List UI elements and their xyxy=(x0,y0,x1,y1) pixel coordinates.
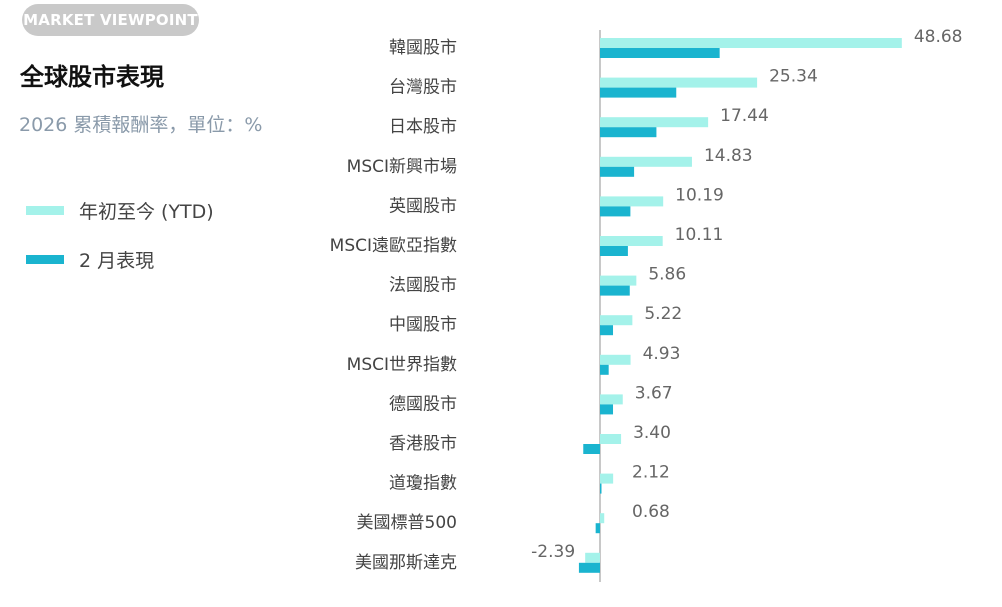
bar-feb xyxy=(600,127,657,138)
value-label: 14.83 xyxy=(704,146,753,166)
bar-ytd xyxy=(600,236,663,246)
category-label: 法國股市 xyxy=(389,276,457,296)
bar-feb xyxy=(595,523,600,534)
bar-ytd xyxy=(600,275,637,286)
bar-feb xyxy=(600,325,614,336)
category-label: 韓國股市 xyxy=(389,38,457,58)
chart-title: 全球股市表現 xyxy=(20,63,164,91)
value-label: 2.12 xyxy=(632,463,670,483)
bar-ytd xyxy=(600,315,633,326)
value-label: 10.11 xyxy=(675,225,724,245)
bar-ytd xyxy=(600,117,709,128)
category-label: MSCI新興市場 xyxy=(347,157,457,177)
legend-label-feb: 2 月表現 xyxy=(79,249,155,272)
category-label: 香港股市 xyxy=(389,434,457,454)
category-label: 中國股市 xyxy=(389,315,457,335)
category-label: 德國股市 xyxy=(389,394,457,414)
bar-feb xyxy=(600,246,628,256)
value-label: 17.44 xyxy=(720,106,769,126)
value-label: 4.93 xyxy=(643,344,681,364)
legend-swatch-feb xyxy=(26,254,64,264)
value-label: 10.19 xyxy=(675,185,724,205)
bar-feb xyxy=(583,444,600,454)
value-label: 0.68 xyxy=(632,502,670,522)
category-label: 英國股市 xyxy=(389,196,457,216)
bar-ytd xyxy=(600,434,622,444)
value-label: 48.68 xyxy=(914,27,963,47)
bar-ytd xyxy=(600,38,902,48)
legend-item-feb: 2 月表現 xyxy=(26,247,155,272)
bar-feb xyxy=(600,87,677,98)
bar-feb xyxy=(600,404,614,415)
bar-feb xyxy=(600,48,720,58)
bar-ytd xyxy=(600,77,758,88)
value-label: 3.40 xyxy=(633,423,671,443)
category-label: 道瓊指數 xyxy=(389,474,457,494)
bar-feb xyxy=(578,562,600,573)
bar-feb xyxy=(600,364,609,375)
category-label: 日本股市 xyxy=(389,117,457,137)
category-label: MSCI世界指數 xyxy=(347,355,457,375)
value-label: 5.22 xyxy=(644,304,682,324)
bar-feb xyxy=(600,483,602,494)
chart-subtitle: 2026 累積報酬率，單位：% xyxy=(19,114,263,136)
bar-ytd xyxy=(600,394,623,405)
bar-feb xyxy=(600,206,631,217)
bar-ytd xyxy=(600,354,631,365)
value-label: 3.67 xyxy=(635,383,673,403)
market-viewpoint-badge: MARKET VIEWPOINT xyxy=(22,4,199,36)
value-label: 5.86 xyxy=(648,265,686,285)
category-label: 美國那斯達克 xyxy=(355,553,457,573)
bar-ytd xyxy=(600,513,605,524)
value-label: 25.34 xyxy=(769,67,818,87)
value-label: -2.39 xyxy=(531,542,575,562)
bar-ytd xyxy=(600,473,614,484)
bar-ytd xyxy=(600,196,664,207)
legend-label-ytd: 年初至今 (YTD) xyxy=(79,200,214,223)
legend-item-ytd: 年初至今 (YTD) xyxy=(26,198,214,223)
bar-feb xyxy=(600,285,630,296)
legend-swatch-ytd xyxy=(26,205,64,215)
category-label: 美國標普500 xyxy=(357,513,457,533)
category-label: 台灣股市 xyxy=(389,78,457,98)
bar-feb xyxy=(600,166,635,177)
category-label: MSCI遠歐亞指數 xyxy=(330,236,457,256)
bar-ytd xyxy=(585,552,600,563)
bar-ytd xyxy=(600,156,692,167)
